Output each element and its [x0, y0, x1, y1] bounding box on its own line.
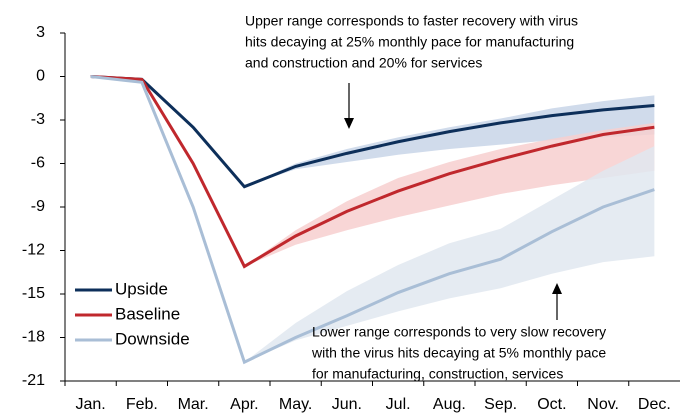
arrow	[552, 283, 562, 320]
y-tick-label: 3	[36, 24, 45, 41]
x-tick-label: Jun.	[332, 396, 362, 413]
x-tick-label: Oct.	[537, 396, 566, 413]
legend-label: Upside	[115, 279, 168, 298]
x-tick-label: Mar.	[178, 396, 209, 413]
y-tick-label: -12	[22, 242, 45, 259]
legend-label: Downside	[115, 329, 190, 348]
x-tick-label: Sep.	[484, 396, 517, 413]
y-tick-label: 0	[36, 68, 45, 85]
y-tick-label: -6	[31, 155, 45, 172]
series-line	[90, 75, 655, 269]
annotation: for manufacturing, construction, service…	[312, 366, 563, 382]
annotation: Upper range corresponds to faster recove…	[245, 13, 578, 29]
range-band	[244, 122, 655, 267]
x-tick-label: May.	[279, 396, 312, 413]
range-band	[244, 95, 655, 187]
y-tick-label: -15	[22, 285, 45, 302]
range-band	[244, 146, 655, 363]
x-tick-label: Apr.	[230, 396, 258, 413]
x-tick-label: Feb.	[126, 396, 158, 413]
annotation: and construction and 20% for services	[245, 55, 482, 71]
x-tick-label: Dec.	[638, 396, 671, 413]
legend-label: Baseline	[115, 304, 180, 323]
y-tick-label: -21	[22, 372, 45, 389]
annotation: with the virus hits decaying at 5% month…	[311, 345, 606, 361]
annotation: hits decaying at 25% monthly pace for ma…	[245, 34, 574, 50]
y-tick-label: -9	[31, 198, 45, 215]
y-tick-label: -18	[22, 329, 45, 346]
arrow	[344, 83, 354, 129]
x-tick-label: Aug.	[433, 396, 466, 413]
series-line	[90, 75, 655, 189]
series-line	[90, 75, 655, 365]
x-tick-label: Jul.	[386, 396, 411, 413]
annotation: Lower range corresponds to very slow rec…	[312, 324, 606, 340]
x-tick-label: Jan.	[76, 396, 106, 413]
y-tick-label: -3	[31, 111, 45, 128]
x-tick-label: Nov.	[587, 396, 619, 413]
